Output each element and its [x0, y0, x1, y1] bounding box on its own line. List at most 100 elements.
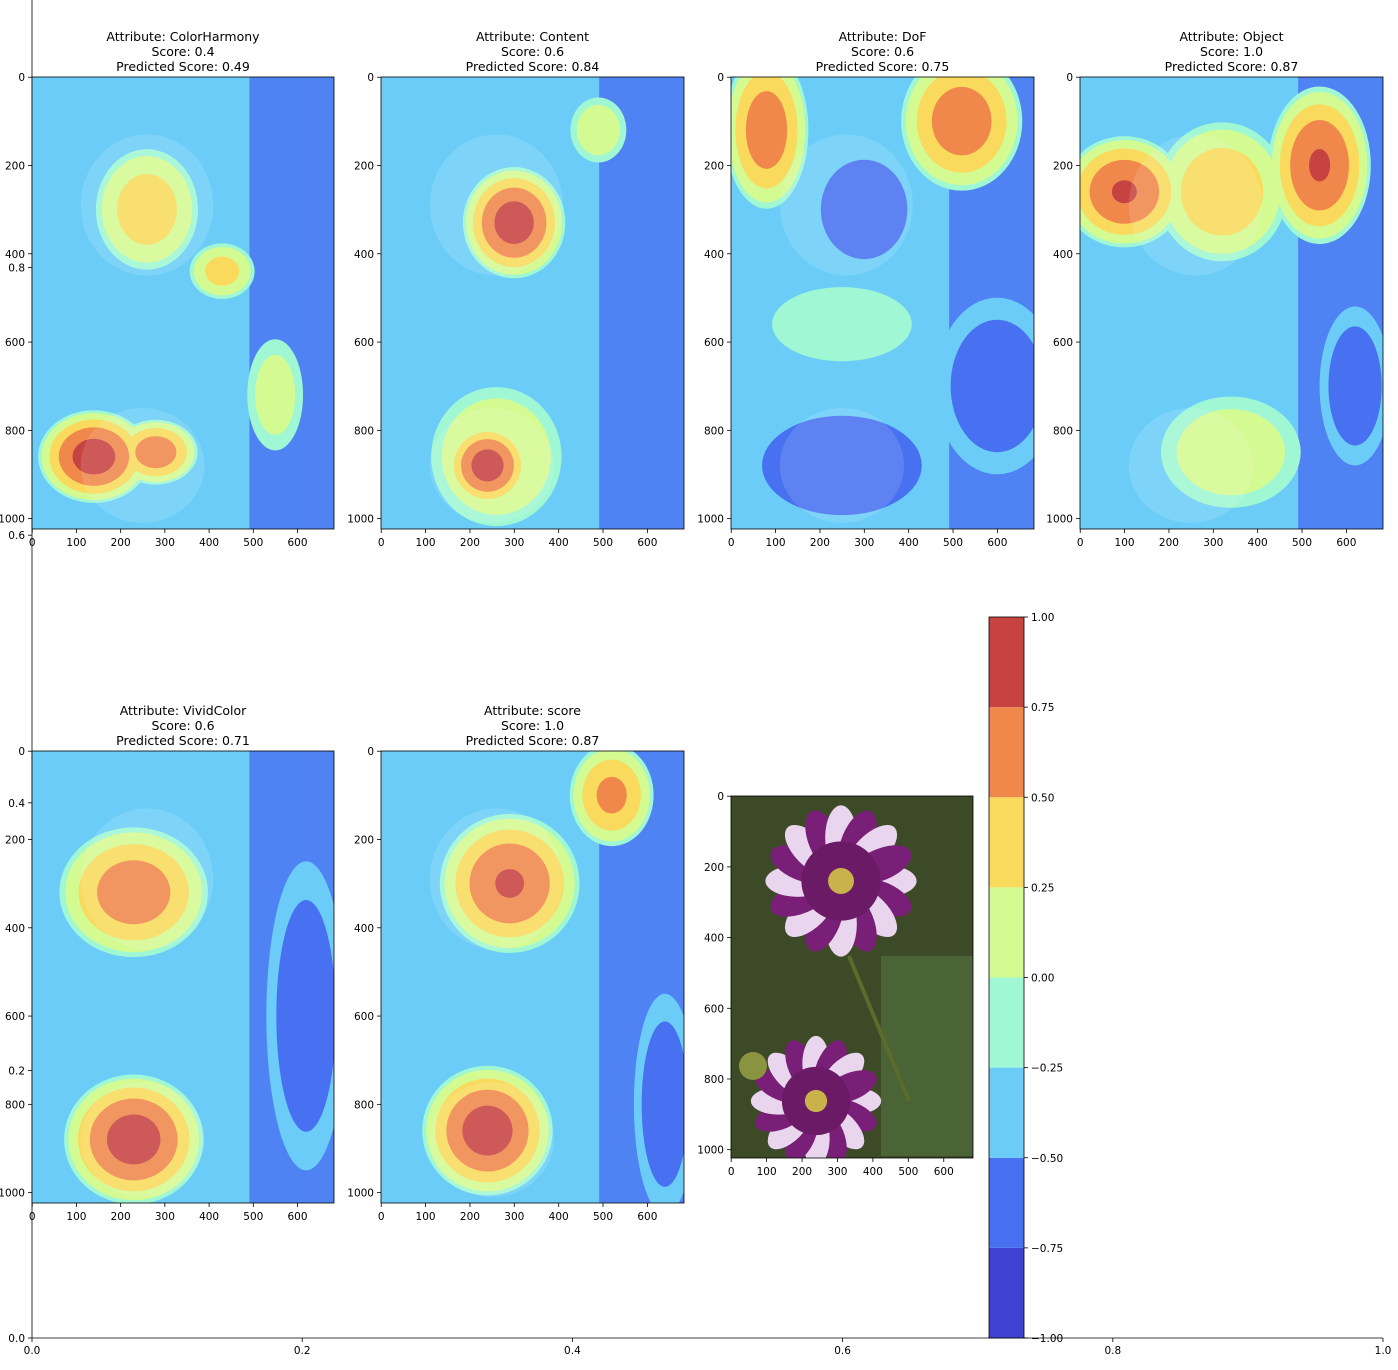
panel-x-tick-label: 500 — [593, 1211, 613, 1223]
colorbar-tick-label: −0.75 — [1031, 1243, 1063, 1255]
panel-y-tick-label: 400 — [704, 933, 724, 945]
panel-x-tick-label: 100 — [66, 537, 86, 549]
panel-title-line: Attribute: Content — [476, 29, 589, 44]
colorbar-tick-label: 0.00 — [1031, 973, 1054, 985]
heatmap-cells — [381, 77, 684, 529]
panel-x-tick-label: 400 — [549, 537, 569, 549]
panel-x-tick-label: 400 — [199, 1211, 219, 1223]
flower-overlay — [429, 134, 563, 276]
panel-x-tick-label: 600 — [287, 537, 307, 549]
panel-x-tick-label: 0 — [728, 1166, 735, 1178]
heatmap-panel-vividcolor: 0 100 200 300 400 500 600 0 200 400 600 800 1000 Attr… — [0, 703, 335, 1223]
heatmap-contour — [931, 86, 992, 156]
heatmap-contour — [471, 449, 504, 482]
panel-y-tick-label: 400 — [5, 249, 25, 261]
colorbar-tick-label: 0.50 — [1031, 792, 1054, 804]
figure-y-tick-label: 0.6 — [8, 530, 25, 542]
panel-x-tick-label: 400 — [549, 1211, 569, 1223]
panel-y-tick-label: 600 — [354, 337, 374, 349]
panel-x-tick-label: 600 — [637, 1211, 657, 1223]
panel-x-tick-label: 200 — [460, 1211, 480, 1223]
flower-overlay — [429, 1082, 555, 1197]
heatmap-contour — [762, 415, 922, 516]
heatmap-panel-colorharmony: 0 100 200 300 400 500 600 0 200 400 600 800 1000 Attr… — [0, 29, 335, 549]
colorbar-bin — [989, 977, 1024, 1068]
photo-flower-center — [804, 1089, 828, 1113]
panel-x-tick-label: 100 — [66, 1211, 86, 1223]
original-image-panel: 0 100 200 300 400 500 600 0 200 400 600 800 1000 — [697, 791, 974, 1178]
heatmap-cells — [32, 77, 334, 529]
heatmap-contour — [1176, 409, 1285, 496]
panel-title-line: Predicted Score: 0.87 — [1165, 59, 1299, 74]
panel-y-tick-label: 1000 — [697, 1145, 724, 1157]
panel-title-line: Predicted Score: 0.87 — [466, 733, 600, 748]
panel-y-tick-label: 600 — [704, 1003, 724, 1015]
panel-title-line: Attribute: DoF — [839, 29, 927, 44]
heatmap-contour — [462, 1105, 513, 1156]
panel-y-tick-label: 400 — [1053, 249, 1073, 261]
panel-y-tick-label: 400 — [354, 249, 374, 261]
panel-x-tick-label: 300 — [1203, 537, 1223, 549]
panel-x-tick-label: 0 — [378, 537, 385, 549]
panel-y-tick-label: 800 — [5, 1099, 25, 1111]
heatmap-contour — [117, 174, 177, 245]
colorbar-tick-label: −0.50 — [1031, 1153, 1063, 1165]
panel-x-tick-label: 500 — [1292, 537, 1312, 549]
colorbar-tick-label: −1.00 — [1031, 1333, 1063, 1345]
panel-y-tick-label: 200 — [5, 161, 25, 173]
heatmap-contour — [106, 1114, 161, 1165]
panel-x-tick-label: 400 — [1248, 537, 1268, 549]
heatmap-contour — [772, 287, 912, 362]
panel-title-line: Score: 0.6 — [501, 44, 564, 59]
heatmap-contour — [135, 436, 177, 469]
colorbar-bin — [989, 1247, 1024, 1338]
heatmap-contour — [494, 201, 534, 245]
panel-title-line: Attribute: ColorHarmony — [106, 29, 260, 44]
panel-x-tick-label: 0 — [728, 537, 735, 549]
panel-x-tick-label: 300 — [504, 1211, 524, 1223]
heatmap-panel-object: 0 100 200 300 400 500 600 0 200 400 600 800 1000 Attr… — [1046, 29, 1384, 549]
panel-x-tick-label: 0 — [29, 1211, 36, 1223]
panel-x-tick-label: 0 — [1077, 537, 1084, 549]
panel-y-tick-label: 200 — [354, 161, 374, 173]
panel-frame — [1079, 76, 1384, 530]
heatmap-contour — [1308, 149, 1331, 182]
panel-y-tick-label: 800 — [704, 1074, 724, 1086]
panel-x-tick-label: 100 — [1115, 537, 1135, 549]
panel-title-line: Attribute: VividColor — [120, 703, 247, 718]
panel-y-tick-label: 1000 — [1046, 514, 1073, 526]
panel-y-tick-label: 600 — [1053, 337, 1073, 349]
panel-frame — [730, 795, 974, 1159]
photo-stem — [847, 955, 911, 1102]
colorbar-tick-label: 0.25 — [1031, 882, 1054, 894]
panel-x-tick-label: 500 — [243, 1211, 263, 1223]
panel-y-tick-label: 1000 — [347, 514, 374, 526]
panel-y-tick-label: 0 — [18, 746, 25, 758]
heatmap-contour — [276, 900, 334, 1132]
panel-y-tick-label: 1000 — [697, 514, 724, 526]
photo-flower-bottom — [750, 1035, 882, 1158]
panel-y-tick-label: 800 — [354, 1099, 374, 1111]
panel-title-line: Attribute: Object — [1179, 29, 1283, 44]
panel-x-tick-label: 300 — [854, 537, 874, 549]
panel-y-tick-label: 1000 — [0, 1188, 25, 1200]
panel-y-tick-label: 600 — [5, 337, 25, 349]
colorbar: −1.00 −0.75 −0.50 −0.25 0.00 0.25 0.50 0.75 1.00 — [988, 612, 1063, 1345]
figure-x-tick-label: 0.8 — [1104, 1345, 1121, 1357]
panel-y-tick-label: 800 — [5, 425, 25, 437]
panel-title-line: Predicted Score: 0.84 — [466, 59, 600, 74]
panel-y-tick-label: 200 — [704, 862, 724, 874]
photo-content — [731, 796, 973, 1158]
panel-x-tick-label: 600 — [287, 1211, 307, 1223]
flower-overlay — [80, 408, 205, 523]
panel-title-line: Score: 1.0 — [1200, 44, 1263, 59]
panel-x-tick-label: 100 — [416, 1211, 436, 1223]
panel-y-tick-label: 0 — [1066, 72, 1073, 84]
panel-title-line: Predicted Score: 0.49 — [116, 59, 250, 74]
panel-title-line: Score: 0.4 — [151, 44, 214, 59]
panel-title-line: Predicted Score: 0.75 — [816, 59, 950, 74]
heatmap-edge-level — [249, 77, 334, 529]
panel-y-tick-label: 800 — [704, 425, 724, 437]
figure-x-tick-label: 0.0 — [24, 1345, 41, 1357]
